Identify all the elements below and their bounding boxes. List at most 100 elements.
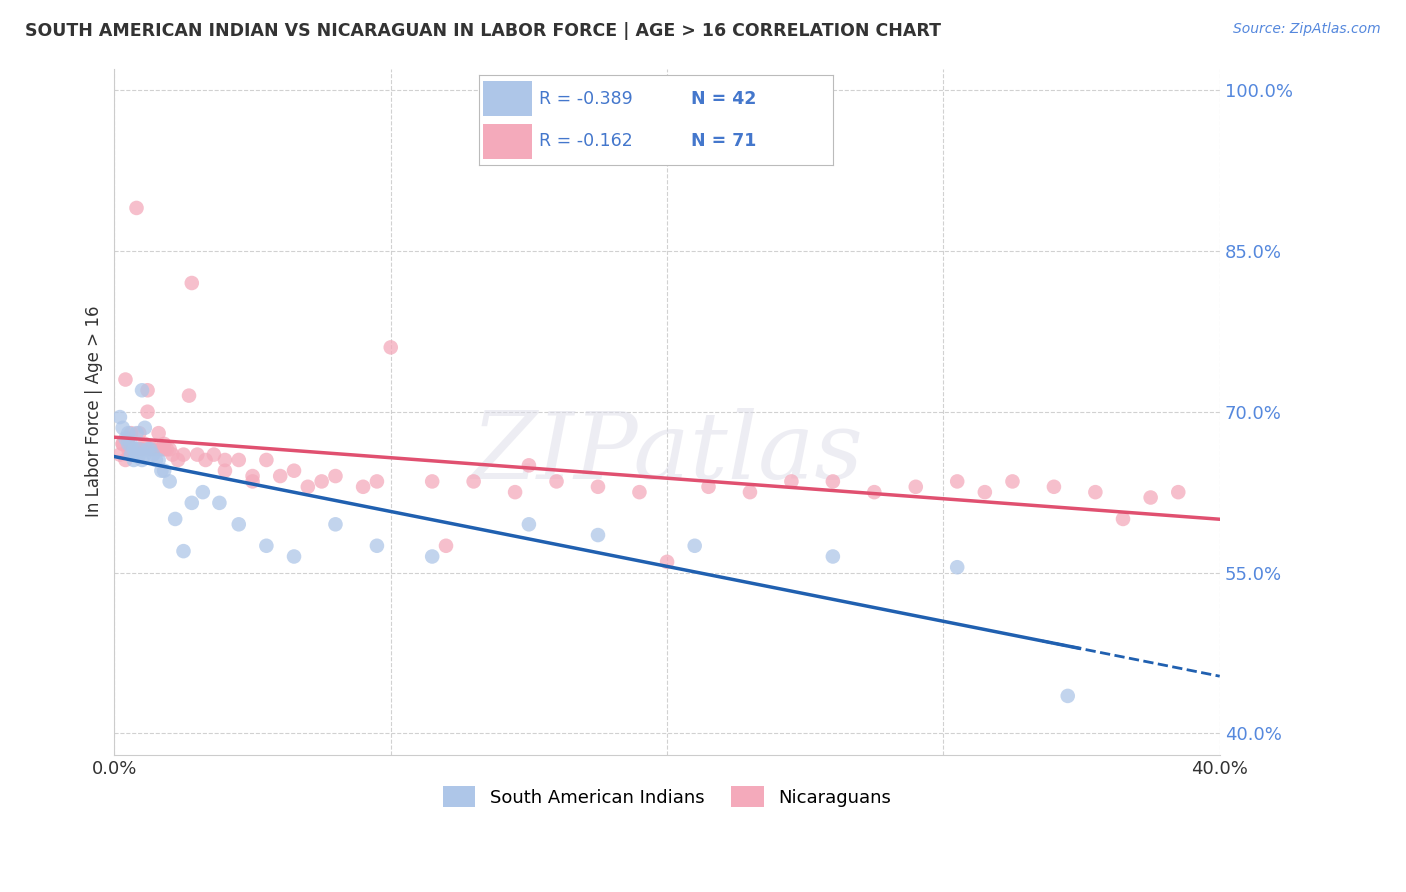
Point xyxy=(125,201,148,215)
Point xyxy=(242,469,264,483)
Point xyxy=(463,475,485,489)
Point xyxy=(159,475,181,489)
Point xyxy=(165,512,187,526)
Point xyxy=(111,437,134,451)
Point xyxy=(366,475,388,489)
Point xyxy=(120,426,142,441)
Point xyxy=(120,448,142,462)
Point xyxy=(863,485,886,500)
Point xyxy=(142,448,165,462)
Point xyxy=(139,442,162,457)
Point xyxy=(142,442,165,457)
Point xyxy=(117,432,139,446)
Point xyxy=(125,426,148,441)
Point xyxy=(139,442,162,457)
Point xyxy=(117,437,139,451)
Point xyxy=(420,475,443,489)
Point xyxy=(946,475,969,489)
Point xyxy=(503,485,526,500)
Point xyxy=(159,442,181,457)
Point xyxy=(1043,480,1066,494)
Point xyxy=(283,549,305,564)
Point xyxy=(125,448,148,462)
Point xyxy=(269,469,291,483)
Point xyxy=(628,485,651,500)
Point xyxy=(131,384,153,398)
Point xyxy=(108,410,131,425)
Point xyxy=(180,276,202,290)
Point xyxy=(325,469,347,483)
Text: Source: ZipAtlas.com: Source: ZipAtlas.com xyxy=(1233,22,1381,37)
Point xyxy=(173,544,195,558)
Point xyxy=(517,517,540,532)
Point xyxy=(136,384,159,398)
Point xyxy=(120,437,142,451)
Point xyxy=(283,464,305,478)
Point xyxy=(114,453,136,467)
Point xyxy=(366,539,388,553)
Point xyxy=(134,448,156,462)
Point xyxy=(128,426,150,441)
Point xyxy=(242,475,264,489)
Point xyxy=(186,448,208,462)
Point xyxy=(202,448,225,462)
Point xyxy=(162,448,184,462)
Point xyxy=(134,421,156,435)
Point xyxy=(420,549,443,564)
Point xyxy=(904,480,927,494)
Point xyxy=(1084,485,1107,500)
Legend: South American Indians, Nicaraguans: South American Indians, Nicaraguans xyxy=(436,780,898,814)
Point xyxy=(128,442,150,457)
Point xyxy=(177,389,200,403)
Point xyxy=(780,475,803,489)
Point xyxy=(153,442,176,457)
Point xyxy=(122,442,145,457)
Point xyxy=(114,432,136,446)
Point xyxy=(214,453,236,467)
Point xyxy=(136,405,159,419)
Point xyxy=(228,517,250,532)
Point xyxy=(1139,491,1161,505)
Point xyxy=(194,453,217,467)
Point xyxy=(655,555,678,569)
Point xyxy=(821,475,844,489)
Point xyxy=(946,560,969,574)
Point xyxy=(117,442,139,457)
Point xyxy=(352,480,374,494)
Point xyxy=(214,464,236,478)
Point xyxy=(311,475,333,489)
Point xyxy=(546,475,568,489)
Point xyxy=(208,496,231,510)
Point xyxy=(131,442,153,457)
Point xyxy=(228,453,250,467)
Point xyxy=(973,485,995,500)
Point xyxy=(122,442,145,457)
Point xyxy=(111,421,134,435)
Point xyxy=(148,426,170,441)
Point xyxy=(434,539,457,553)
Point xyxy=(697,480,720,494)
Point xyxy=(150,442,173,457)
Point xyxy=(297,480,319,494)
Point xyxy=(1056,689,1078,703)
Point xyxy=(111,437,134,451)
Point xyxy=(173,448,195,462)
Point xyxy=(156,442,179,457)
Point xyxy=(586,528,609,542)
Point xyxy=(134,437,156,451)
Point xyxy=(128,448,150,462)
Point xyxy=(325,517,347,532)
Point xyxy=(114,372,136,386)
Point xyxy=(136,442,159,457)
Point xyxy=(108,448,131,462)
Point xyxy=(145,453,167,467)
Point xyxy=(117,426,139,441)
Point xyxy=(153,437,176,451)
Point xyxy=(517,458,540,473)
Point xyxy=(120,442,142,457)
Point xyxy=(683,539,706,553)
Point xyxy=(148,453,170,467)
Point xyxy=(122,453,145,467)
Point xyxy=(254,453,277,467)
Point xyxy=(191,485,214,500)
